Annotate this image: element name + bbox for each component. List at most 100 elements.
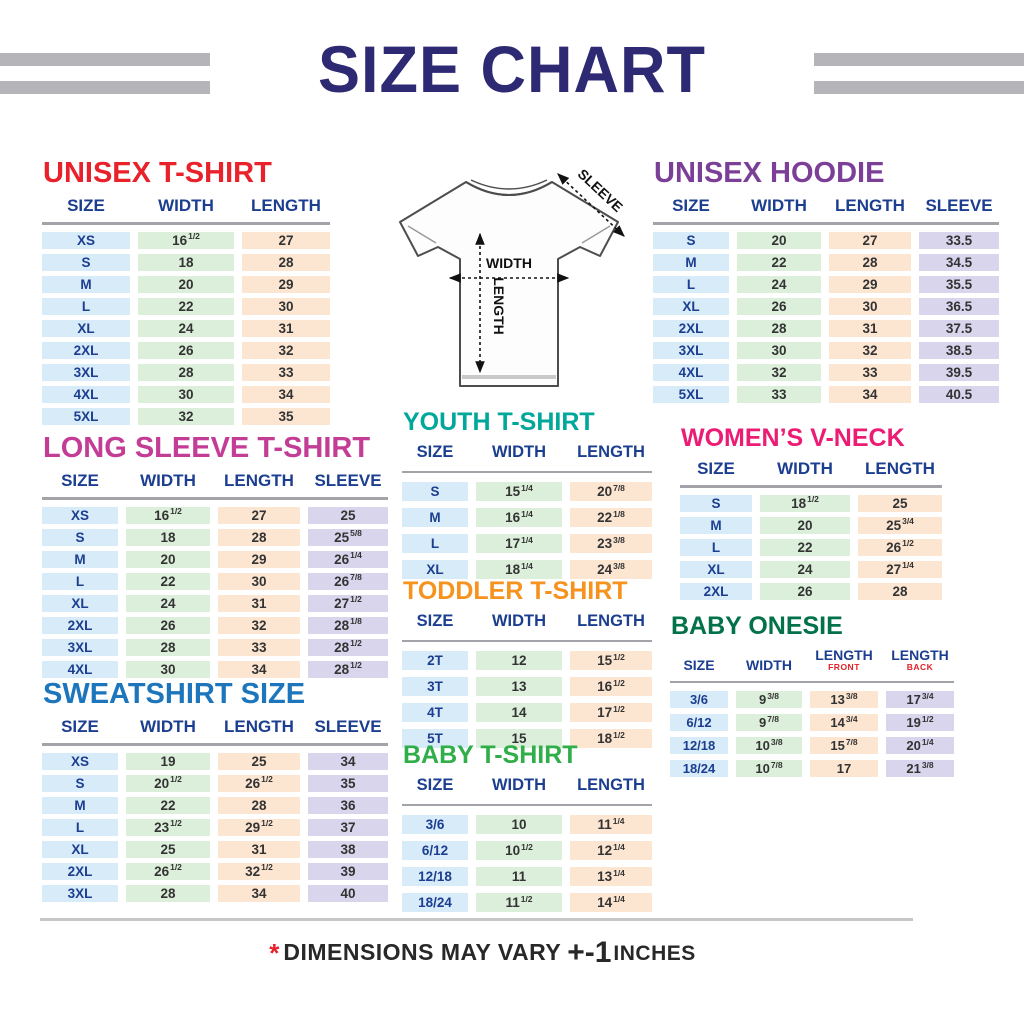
table-cell: 32 — [242, 341, 330, 359]
header-underline — [680, 485, 942, 488]
table-cell: M — [653, 253, 729, 271]
table-cell: L — [42, 818, 118, 836]
table-cell: 34.5 — [919, 253, 999, 271]
table-cell: 29 — [242, 275, 330, 293]
table-cell: S — [42, 774, 118, 792]
table-cell: 31 — [218, 840, 300, 858]
table-cell: 14 — [476, 703, 562, 723]
table-cell: 28 1/2 — [308, 660, 388, 678]
table-cell: 33 — [218, 638, 300, 656]
table-cell: 15 1/4 — [476, 482, 562, 502]
table-cell: 29 1/2 — [218, 818, 300, 836]
table-cell: 34 — [218, 884, 300, 902]
table-cell: 26 1/2 — [218, 774, 300, 792]
header-underline — [653, 222, 999, 225]
column-header-length: LENGTH — [224, 471, 294, 490]
table-cell: XL — [42, 840, 118, 858]
table-cell: 3/6 — [402, 815, 468, 835]
column-header-size: SIZE — [416, 776, 454, 794]
table-cell: 30 — [737, 341, 821, 359]
table-cell: 31 — [218, 594, 300, 612]
table-cell: 3/6 — [670, 691, 728, 709]
table-cell: 30 — [218, 572, 300, 590]
table-cell: 17 3/4 — [886, 691, 954, 709]
column-header-size: SIZE — [672, 196, 710, 215]
unisex-hoodie-title: UNISEX HOODIE — [654, 157, 885, 189]
table-cell: 25 5/8 — [308, 528, 388, 546]
table-cell: 30 — [242, 297, 330, 315]
column-header-length-front: LENGTH FRONT — [815, 647, 873, 673]
table-cell: 15 — [476, 729, 562, 749]
table-cell: 2XL — [653, 319, 729, 337]
table-cell: 26 — [126, 616, 210, 634]
table-cell: 28 — [242, 253, 330, 271]
table-cell: 27 — [829, 231, 911, 249]
toddler-tshirt-panel: TODDLER T-SHIRT SIZE WIDTH LENGTH 2T 12 15 1/2… — [402, 577, 652, 749]
table-cell: 20 1/4 — [886, 737, 954, 755]
table-cell: 5XL — [653, 385, 729, 403]
column-header-width: WIDTH — [140, 471, 196, 490]
table-cell: 28 — [858, 582, 942, 600]
column-header-width: WIDTH — [777, 459, 833, 478]
table-cell: XL — [653, 297, 729, 315]
column-header-width: WIDTH — [491, 443, 547, 461]
table-cell: XL — [680, 560, 752, 578]
table-cell: 32 — [829, 341, 911, 359]
column-header-sleeve: SLEEVE — [925, 196, 993, 215]
table-cell: 22 — [126, 572, 210, 590]
table-cell: 27 — [218, 506, 300, 524]
table-cell: 39 — [308, 862, 388, 880]
footer-text: DIMENSIONS MAY VARY — [283, 939, 562, 965]
table-cell: 16 1/2 — [126, 506, 210, 524]
table-cell: M — [42, 275, 130, 293]
table-cell: 10 7/8 — [736, 760, 802, 778]
table-cell: 37 — [308, 818, 388, 836]
table-cell: S — [42, 253, 130, 271]
table-cell: 13 3/8 — [810, 691, 878, 709]
table-cell: XS — [42, 231, 130, 249]
table-cell: 38 — [308, 840, 388, 858]
table-cell: 3XL — [653, 341, 729, 359]
toddler-tshirt-table: SIZE WIDTH LENGTH 2T 12 15 1/2 3T 13 16 1/2 4T 14 17 1… — [402, 613, 652, 749]
table-cell: 18 — [126, 528, 210, 546]
table-cell: 2XL — [42, 616, 118, 634]
table-cell: 32 1/2 — [218, 862, 300, 880]
table-cell: 11 1/2 — [476, 893, 562, 913]
footer-divider — [40, 918, 913, 921]
table-cell: 26 — [737, 297, 821, 315]
table-cell: 14 1/4 — [570, 893, 652, 913]
table-cell: L — [680, 538, 752, 556]
header-underline — [42, 743, 388, 746]
table-cell: 24 — [126, 594, 210, 612]
table-cell: L — [42, 297, 130, 315]
table-cell: 39.5 — [919, 363, 999, 381]
footer-note: * DIMENSIONS MAY VARY +-1INCHES — [0, 936, 965, 970]
table-cell: 18 — [138, 253, 234, 271]
table-cell: 31 — [829, 319, 911, 337]
table-cell: 2T — [402, 651, 468, 671]
baby-tshirt-table: SIZE WIDTH LENGTH 3/6 10 11 1/4 6/12 10 1/2 12 1/4 1… — [402, 776, 652, 913]
youth-tshirt-table: SIZE WIDTH LENGTH S 15 1/4 20 7/8 M 16 1/4 22 1/8 L 17… — [402, 443, 652, 580]
table-cell: 24 — [760, 560, 850, 578]
column-header-length: LENGTH — [224, 717, 294, 736]
table-cell: 28 — [218, 796, 300, 814]
table-cell: 20 1/2 — [126, 774, 210, 792]
header-stripe-left-bottom — [0, 81, 210, 94]
table-cell: 5T — [402, 729, 468, 749]
table-cell: S — [653, 231, 729, 249]
womens-vneck-title: WOMEN’S V-NECK — [681, 424, 905, 452]
column-header-size: SIZE — [61, 717, 99, 736]
table-cell: XS — [42, 506, 118, 524]
table-cell: 26 — [760, 582, 850, 600]
table-cell: S — [402, 482, 468, 502]
table-cell: 31 — [242, 319, 330, 337]
table-cell: XL — [402, 560, 468, 580]
table-cell: 3XL — [42, 884, 118, 902]
youth-tshirt-panel: YOUTH T-SHIRT SIZE WIDTH LENGTH S 15 1/4 20 7/8… — [402, 408, 652, 580]
table-cell: M — [42, 550, 118, 568]
table-cell: 18 1/2 — [760, 494, 850, 512]
long-sleeve-tshirt-title: LONG SLEEVE T-SHIRT — [43, 432, 371, 464]
column-header-size: SIZE — [683, 656, 715, 673]
table-cell: XL — [42, 319, 130, 337]
baby-tshirt-title: BABY T-SHIRT — [403, 741, 578, 769]
